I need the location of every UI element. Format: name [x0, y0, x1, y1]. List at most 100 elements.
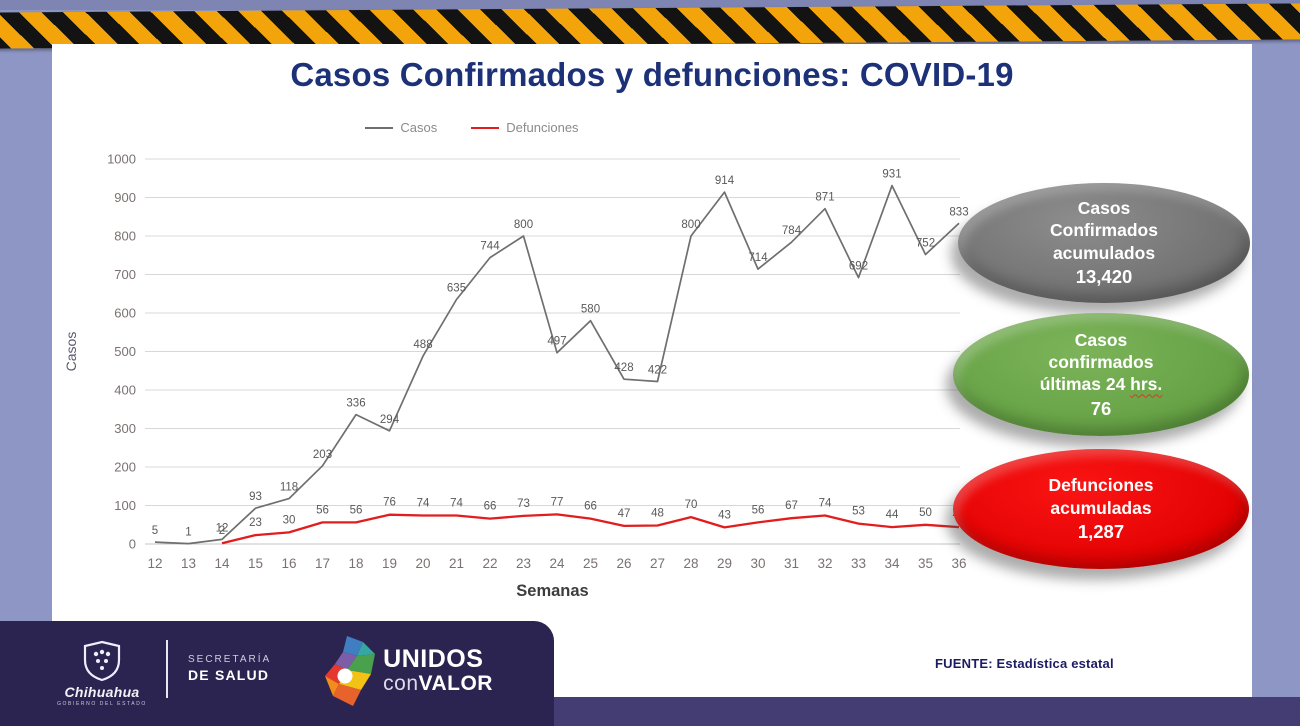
valor-label: VALOR: [418, 672, 493, 695]
casos-data-label: 744: [480, 241, 500, 253]
page-title: Casos Confirmados y defunciones: COVID-1…: [290, 56, 1014, 93]
legend-item-casos: Casos: [365, 120, 437, 135]
x-tick-label: 21: [449, 556, 464, 571]
defunciones-data-label: 47: [618, 508, 631, 520]
y-tick-label: 1000: [107, 152, 136, 167]
defunciones-data-label: 56: [350, 504, 363, 516]
y-tick-label: 500: [114, 344, 136, 359]
badge-defunciones-acumuladas: Defunciones acumuladas 1,287: [953, 449, 1249, 569]
x-tick-label: 25: [583, 556, 598, 571]
x-tick-label: 33: [851, 556, 866, 571]
x-tick-label: 27: [650, 556, 665, 571]
hazard-tape-banner: [0, 3, 1300, 49]
badge-casos-confirmados-acumulados: Casos Confirmados acumulados 13,420: [958, 183, 1250, 303]
x-tick-label: 24: [549, 556, 565, 571]
defunciones-line: [221, 513, 960, 545]
x-tick-label: 12: [147, 556, 162, 571]
badge-value: 1,287: [1077, 521, 1125, 543]
y-tick-label: 100: [114, 498, 136, 513]
casos-data-label: 428: [614, 362, 633, 374]
x-tick-label: 20: [415, 556, 430, 571]
y-tick-label: 400: [114, 383, 136, 398]
unidos-label: UNIDOS: [383, 645, 484, 673]
x-tick-label: 28: [683, 556, 698, 571]
defunciones-data-label: 66: [484, 501, 497, 513]
casos-data-label: 497: [547, 336, 566, 348]
casos-line-swatch: [365, 126, 394, 129]
x-tick-label: 30: [750, 556, 765, 571]
y-tick-label: 600: [114, 306, 136, 321]
x-tick-label: 19: [382, 556, 397, 571]
defunciones-data-label: 56: [316, 504, 329, 516]
y-axis-title: Casos: [63, 332, 79, 372]
casos-data-label: 422: [648, 365, 667, 377]
x-tick-label: 26: [616, 556, 631, 571]
casos-data-label: 203: [313, 449, 332, 461]
defunciones-data-label: 77: [551, 496, 564, 508]
x-axis-title: Semanas: [516, 582, 588, 600]
badge-value: 13,420: [1075, 266, 1133, 288]
x-tick-label: 22: [482, 556, 497, 571]
legend-label-defunciones: Defunciones: [506, 120, 579, 135]
x-tick-label: 13: [181, 556, 196, 571]
casos-data-label: 800: [514, 219, 533, 231]
defunciones-data-label: 74: [819, 498, 832, 510]
badge-value: 76: [1090, 397, 1112, 419]
gov-sub-label: GOBIERNO DEL ESTADO: [57, 701, 147, 707]
badge-text-line: acumuladas: [1050, 497, 1152, 518]
casos-data-label: 833: [949, 206, 968, 218]
defunciones-data-label: 44: [886, 509, 899, 521]
casos-data-label: 714: [748, 252, 768, 264]
con-valor-label: conVALOR: [383, 673, 493, 694]
defunciones-data-label: 2: [219, 525, 225, 537]
casos-data-label: 635: [447, 283, 466, 295]
defunciones-data-label: 73: [517, 498, 530, 510]
casos-data-label: 580: [581, 304, 600, 316]
defunciones-data-label: 48: [651, 508, 664, 520]
defunciones-data-label: 70: [685, 499, 698, 511]
badge-text-line: Casos: [1074, 329, 1128, 350]
chihuahua-state-mosaic-icon: [325, 635, 376, 706]
defunciones-data-label: 53: [852, 506, 865, 518]
casos-data-label: 93: [249, 491, 262, 503]
x-tick-label: 18: [348, 556, 363, 571]
top-purple-strip: [0, 0, 1300, 10]
defunciones-data-label: 66: [584, 501, 597, 513]
y-tick-label: 200: [114, 460, 136, 475]
casos-data-label: 931: [882, 169, 901, 181]
con-label: con: [383, 672, 419, 695]
footer-logo-bar: Chihuahua GOBIERNO DEL ESTADO SECRETARÍA…: [0, 621, 554, 726]
x-tick-label: 14: [214, 556, 230, 571]
unidos-con-valor-text: UNIDOS conVALOR: [383, 645, 493, 695]
y-tick-label: 300: [114, 421, 136, 436]
defunciones-data-label: 23: [249, 517, 262, 529]
y-tick-label: 700: [114, 267, 136, 282]
casos-data-label: 871: [815, 192, 834, 204]
badge-text-line: acumulados: [1052, 242, 1156, 263]
secretaria-de-salud-label: SECRETARÍA DE SALUD: [188, 654, 271, 683]
x-tick-label: 32: [817, 556, 832, 571]
defunciones-data-label: 76: [383, 497, 396, 509]
line-chart: 0 100 200 300 400 500 600 700 800 900 1000 Casos 12 1…: [60, 134, 980, 614]
casos-data-label: 5: [152, 525, 158, 537]
casos-data-label: 1: [185, 527, 191, 539]
casos-data-label: 692: [849, 261, 868, 273]
x-tick-label: 34: [884, 556, 900, 571]
chihuahua-government-logo: Chihuahua GOBIERNO DEL ESTADO: [52, 640, 152, 707]
de-salud-label: DE SALUD: [188, 667, 270, 683]
badge-text-line: confirmados: [1048, 351, 1154, 372]
gov-name-label: Chihuahua: [64, 684, 140, 700]
defunciones-data-label: 74: [417, 498, 430, 510]
y-tick-label: 800: [114, 229, 136, 244]
footer-divider: [166, 639, 168, 698]
defunciones-data-label: 56: [752, 504, 765, 516]
defunciones-line-swatch: [471, 126, 500, 129]
defunciones-data-label: 50: [919, 507, 932, 519]
casos-data-label: 118: [280, 482, 298, 494]
casos-data-label: 488: [413, 339, 432, 351]
casos-data-label: 12: [216, 522, 229, 534]
y-tick-label: 900: [114, 190, 136, 205]
x-tick-label: 36: [951, 556, 966, 571]
legend-label-casos: Casos: [400, 120, 438, 135]
